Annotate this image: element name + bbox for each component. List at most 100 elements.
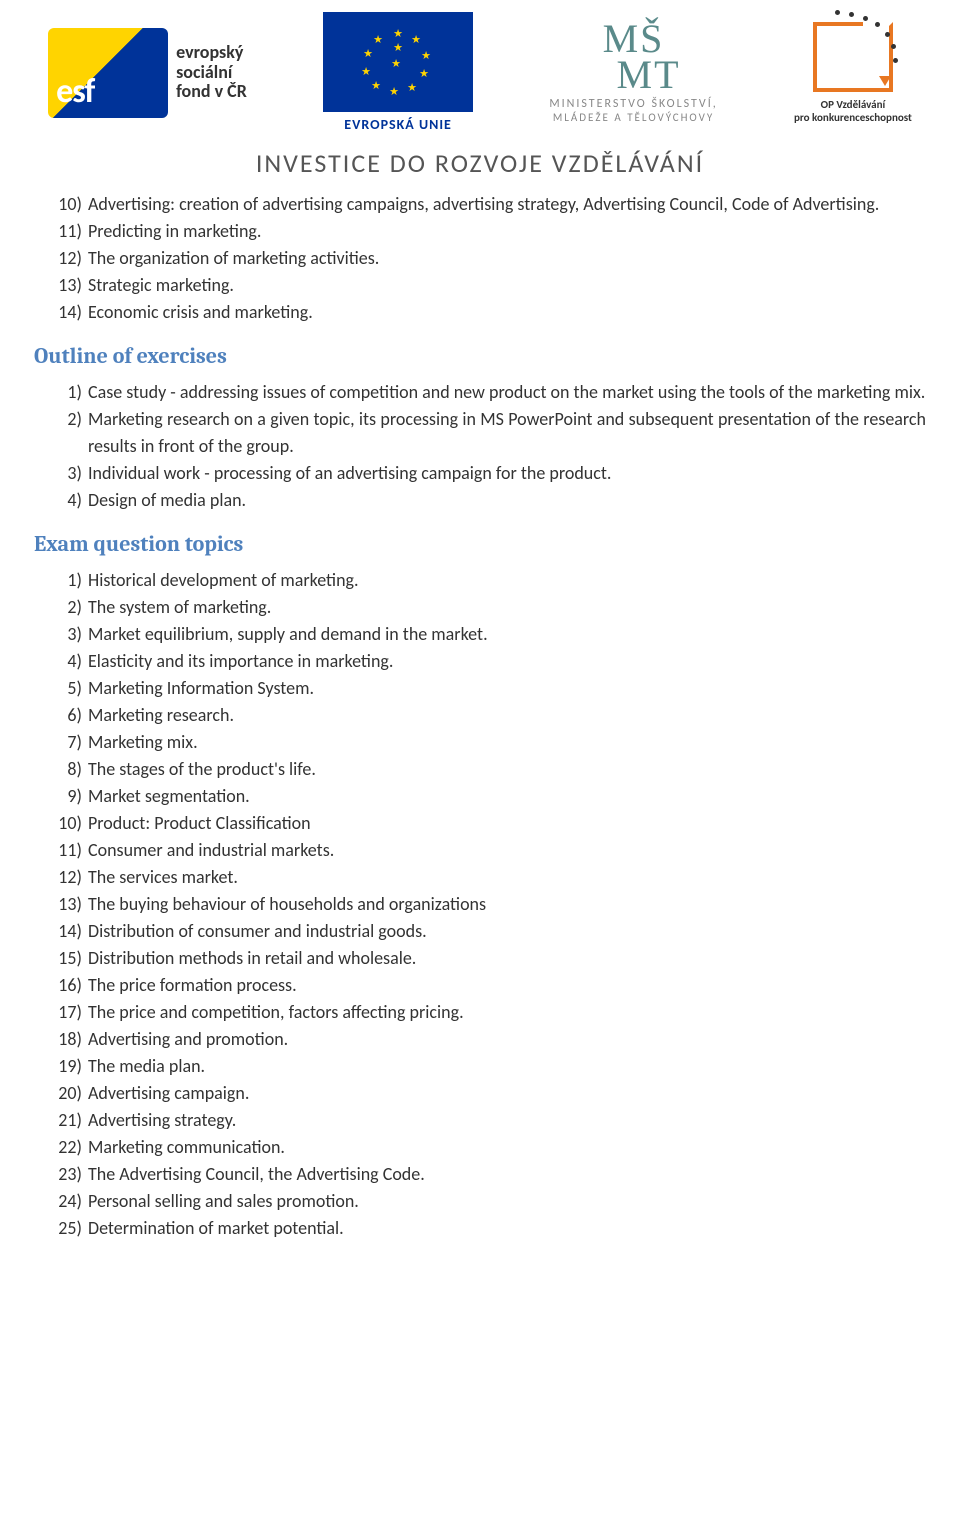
item-number: 11) xyxy=(48,837,82,864)
list-item: 13)The buying behaviour of households an… xyxy=(88,891,926,918)
list-item: 1)Case study - addressing issues of comp… xyxy=(88,379,926,406)
list-item: 4)Design of media plan. xyxy=(88,487,926,514)
opvk-box-icon xyxy=(813,22,893,92)
item-text: The price and competition, factors affec… xyxy=(88,1001,464,1023)
list-item: 14)Distribution of consumer and industri… xyxy=(88,918,926,945)
list-item: 17)The price and competition, factors af… xyxy=(88,999,926,1026)
item-number: 10) xyxy=(48,810,82,837)
msmt-line1: MINISTERSTVO ŠKOLSTVÍ, xyxy=(549,97,717,111)
list-item: 6)Marketing research. xyxy=(88,702,926,729)
item-text: Marketing communication. xyxy=(88,1136,285,1158)
list-item: 21)Advertising strategy. xyxy=(88,1107,926,1134)
list-item: 23)The Advertising Council, the Advertis… xyxy=(88,1161,926,1188)
list-item: 14)Economic crisis and marketing. xyxy=(88,299,926,326)
item-number: 13) xyxy=(48,272,82,299)
item-number: 4) xyxy=(48,487,82,514)
item-number: 19) xyxy=(48,1053,82,1080)
item-number: 12) xyxy=(48,245,82,272)
item-text: Distribution methods in retail and whole… xyxy=(88,947,416,969)
item-number: 1) xyxy=(48,567,82,594)
item-number: 1) xyxy=(48,379,82,406)
section-list: 1)Historical development of marketing.2)… xyxy=(34,567,926,1242)
msmt-logo: MŠ MT MINISTERSTVO ŠKOLSTVÍ, MLÁDEŽE A T… xyxy=(549,21,717,124)
item-text: The stages of the product's life. xyxy=(88,758,316,780)
list-item: 25)Determination of market potential. xyxy=(88,1215,926,1242)
esf-logo: ★ evropský sociální fond v ČR xyxy=(48,28,247,118)
item-text: Determination of market potential. xyxy=(88,1217,344,1239)
item-text: The services market. xyxy=(88,866,238,888)
list-item: 12)The services market. xyxy=(88,864,926,891)
item-text: Marketing research. xyxy=(88,704,234,726)
list-item: 22)Marketing communication. xyxy=(88,1134,926,1161)
list-item: 15)Distribution methods in retail and wh… xyxy=(88,945,926,972)
list-item: 19)The media plan. xyxy=(88,1053,926,1080)
item-number: 3) xyxy=(48,621,82,648)
item-text: The price formation process. xyxy=(88,974,297,996)
item-number: 25) xyxy=(48,1215,82,1242)
item-text: The Advertising Council, the Advertising… xyxy=(88,1163,425,1185)
item-text: Market segmentation. xyxy=(88,785,250,807)
eu-flag-icon: ★★ ★★ ★★ ★★ ★★ ★★ xyxy=(323,12,473,112)
section-heading: Outline of exercises xyxy=(34,340,926,373)
item-text: Individual work - processing of an adver… xyxy=(88,462,611,484)
item-text: The organization of marketing activities… xyxy=(88,247,379,269)
list-item: 10)Product: Product Classification xyxy=(88,810,926,837)
list-item: 18)Advertising and promotion. xyxy=(88,1026,926,1053)
list-item: 3)Market equilibrium, supply and demand … xyxy=(88,621,926,648)
item-number: 10) xyxy=(48,191,82,218)
msmt-line2: MLÁDEŽE A TĚLOVÝCHOVY xyxy=(553,111,714,124)
item-number: 12) xyxy=(48,864,82,891)
item-text: Strategic marketing. xyxy=(88,274,234,296)
list-item: 9)Market segmentation. xyxy=(88,783,926,810)
list-item: 2)The system of marketing. xyxy=(88,594,926,621)
item-number: 2) xyxy=(48,594,82,621)
list-item: 11)Predicting in marketing. xyxy=(88,218,926,245)
item-text: Distribution of consumer and industrial … xyxy=(88,920,427,942)
list-item: 16)The price formation process. xyxy=(88,972,926,999)
section-list: 1)Case study - addressing issues of comp… xyxy=(34,379,926,514)
header-logo-row: ★ evropský sociální fond v ČR ★★ ★★ ★★ ★… xyxy=(0,0,960,141)
list-item: 12) The organization of marketing activi… xyxy=(88,245,926,272)
item-number: 20) xyxy=(48,1080,82,1107)
list-item: 10)Advertising: creation of advertising … xyxy=(88,191,926,218)
list-item: 4)Elasticity and its importance in marke… xyxy=(88,648,926,675)
list-item: 11)Consumer and industrial markets. xyxy=(88,837,926,864)
item-text: Design of media plan. xyxy=(88,489,246,511)
list-item: 7)Marketing mix. xyxy=(88,729,926,756)
item-number: 11) xyxy=(48,218,82,245)
item-number: 24) xyxy=(48,1188,82,1215)
item-text: Predicting in marketing. xyxy=(88,220,261,242)
item-text: Advertising: creation of advertising cam… xyxy=(88,193,879,215)
item-text: The buying behaviour of households and o… xyxy=(88,893,486,915)
item-number: 23) xyxy=(48,1161,82,1188)
item-text: Advertising strategy. xyxy=(88,1109,236,1131)
item-number: 6) xyxy=(48,702,82,729)
item-text: Elasticity and its importance in marketi… xyxy=(88,650,393,672)
list-item: 20)Advertising campaign. xyxy=(88,1080,926,1107)
item-number: 4) xyxy=(48,648,82,675)
item-number: 9) xyxy=(48,783,82,810)
item-text: Marketing Information System. xyxy=(88,677,314,699)
item-number: 17) xyxy=(48,999,82,1026)
esf-line-3: fond v ČR xyxy=(176,82,247,102)
list-item: 5)Marketing Information System. xyxy=(88,675,926,702)
item-text: Personal selling and sales promotion. xyxy=(88,1190,359,1212)
opvk-logo: OP Vzdělávání pro konkurenceschopnost xyxy=(794,22,912,124)
item-number: 18) xyxy=(48,1026,82,1053)
esf-swoosh-icon: ★ xyxy=(48,28,168,118)
item-number: 8) xyxy=(48,756,82,783)
item-number: 14) xyxy=(48,918,82,945)
opvk-line1: OP Vzdělávání xyxy=(821,98,886,111)
item-number: 2) xyxy=(48,406,82,433)
item-text: Economic crisis and marketing. xyxy=(88,301,313,323)
item-text: Product: Product Classification xyxy=(88,812,311,834)
item-number: 14) xyxy=(48,299,82,326)
list-item: 24)Personal selling and sales promotion. xyxy=(88,1188,926,1215)
item-number: 15) xyxy=(48,945,82,972)
list-item: 3)Individual work - processing of an adv… xyxy=(88,460,926,487)
item-number: 13) xyxy=(48,891,82,918)
document-body: 10) Advertising: creation of advertising … xyxy=(0,191,960,1262)
item-text: The media plan. xyxy=(88,1055,205,1077)
esf-line-1: evropský xyxy=(176,43,247,63)
item-number: 5) xyxy=(48,675,82,702)
